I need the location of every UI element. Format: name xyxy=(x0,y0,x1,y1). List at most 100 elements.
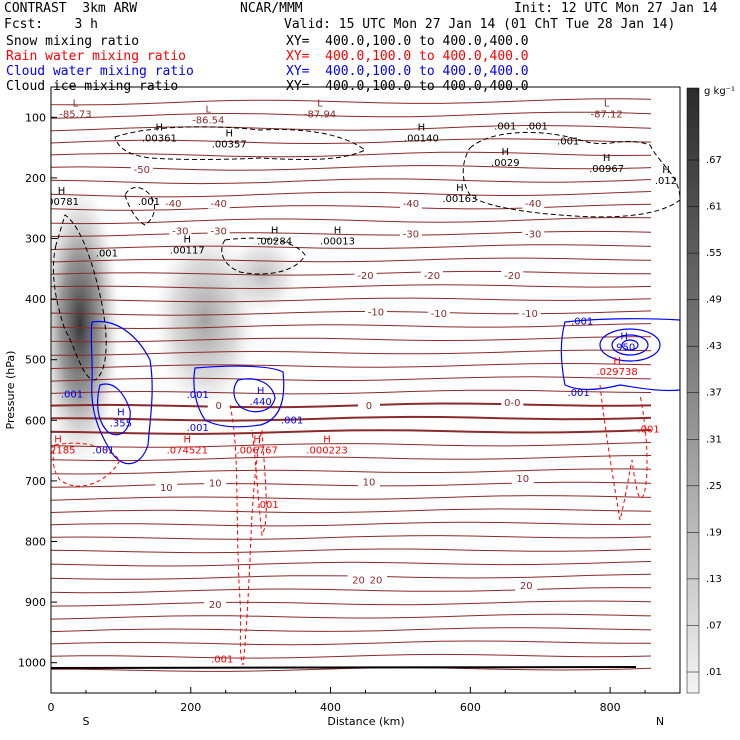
cloud-water-contour-right-core xyxy=(599,328,661,362)
isotherm-label-bg xyxy=(522,197,545,209)
contour-label: .001 xyxy=(494,121,516,132)
extremum-marker: L xyxy=(317,98,323,109)
extremum-marker: H xyxy=(323,435,331,446)
isotherm-label-bg xyxy=(515,580,538,592)
isotherm-line xyxy=(51,310,652,316)
extremum-value: .0029 xyxy=(491,158,520,169)
extremum-value: -87.12 xyxy=(590,109,622,120)
isotherm-label-bg xyxy=(354,269,377,281)
extremum-marker: H xyxy=(456,183,464,194)
isotherm-line xyxy=(51,481,652,488)
isotherm-label-bg xyxy=(427,308,450,320)
contour-label: .001 xyxy=(61,389,83,400)
colorbar-label: .49 xyxy=(706,295,722,306)
isotherm-label: 20 xyxy=(520,581,533,592)
colorbar-label: .07 xyxy=(706,620,722,631)
extremum-marker: H xyxy=(271,226,279,237)
isotherm-line xyxy=(51,521,652,527)
colorbar-label: .55 xyxy=(706,248,722,259)
contour-label: .001 xyxy=(281,415,303,426)
extremum-value: .950 xyxy=(613,343,635,354)
isotherm-label-bg xyxy=(155,481,178,493)
extremum-marker: H xyxy=(613,356,621,367)
isotherm-line xyxy=(51,151,652,158)
colorbar-unit: g kg⁻¹ xyxy=(704,86,735,97)
y-tick-label: 100 xyxy=(25,111,46,124)
side-label-north: N xyxy=(656,715,664,728)
cloud-water-contour-left-inner xyxy=(97,383,131,436)
isotherm-line xyxy=(51,203,652,211)
isotherm-label-bg xyxy=(518,308,541,320)
extremum-value: .00284 xyxy=(257,237,292,248)
extremum-value: .074521 xyxy=(167,446,208,457)
cloud-water-contour-right-core-inner xyxy=(611,334,649,356)
extremum-marker: H xyxy=(334,226,342,237)
extremum-marker: H xyxy=(184,435,192,446)
extremum-value: .355 xyxy=(110,418,132,429)
extremum-value: .00967 xyxy=(589,164,624,175)
colorbar-label: .31 xyxy=(706,434,722,445)
isotherm-label-bg xyxy=(357,400,380,412)
colorbar-label: .61 xyxy=(706,202,722,213)
isotherm-line xyxy=(51,216,652,225)
isotherm-label-bg xyxy=(522,228,545,240)
isotherm-label: 0 xyxy=(216,401,222,412)
isotherm-label-bg xyxy=(130,163,153,175)
x-tick-label: 200 xyxy=(180,701,201,714)
rain-contour-center xyxy=(229,404,267,666)
y-tick-label: 500 xyxy=(25,354,46,367)
extremum-marker: H xyxy=(117,407,125,418)
colorbar-label: .13 xyxy=(706,574,722,585)
isotherm-label: -40 xyxy=(165,199,181,210)
isotherm-line xyxy=(51,667,652,672)
x-axis-label: Distance (km) xyxy=(327,715,404,728)
isotherm-label-bg xyxy=(204,598,227,610)
snow-shading-main xyxy=(51,185,120,465)
isotherm-label: -30 xyxy=(211,227,227,238)
isotherm-line xyxy=(51,138,652,145)
colorbar-label: .01 xyxy=(706,667,722,678)
isotherm-line xyxy=(51,244,652,251)
extremum-marker: L xyxy=(604,98,610,109)
isotherm-line xyxy=(51,402,652,409)
y-tick-label: 200 xyxy=(25,172,46,185)
isotherm-label-bg xyxy=(169,225,192,237)
colorbar-label: .43 xyxy=(706,341,722,352)
isotherm-label: 20 xyxy=(209,600,222,611)
extremum-marker: H xyxy=(502,147,510,158)
mixing-ratio-contours xyxy=(52,126,680,666)
isotherm-label: 0 xyxy=(366,401,372,412)
extremum-value: .440 xyxy=(250,397,272,408)
isotherm-label: -40 xyxy=(211,199,227,210)
isotherm-line xyxy=(51,297,652,303)
legend-rain-xy: XY= 400.0,100.0 to 400.0,400.0 xyxy=(286,49,529,64)
y-axis-label: Pressure (hPa) xyxy=(4,351,17,430)
isotherm-label: -20 xyxy=(424,271,440,282)
isotherm-label: -30 xyxy=(403,230,419,241)
extremum-value: .029738 xyxy=(596,367,637,378)
extremum-marker: H xyxy=(418,123,426,134)
extremum-value: .00163 xyxy=(442,194,477,205)
y-tick-label: 600 xyxy=(25,414,46,427)
valid-time: Valid: 15 UTC Mon 27 Jan 14 (01 ChT Tue … xyxy=(284,17,676,32)
extremum-marker: L xyxy=(205,104,211,115)
isotherm-line xyxy=(51,613,652,620)
isotherm-line xyxy=(51,587,652,594)
y-tick-label: 1000 xyxy=(18,657,46,670)
extremum-value: -85.73 xyxy=(59,109,91,120)
isotherm-line xyxy=(51,111,652,119)
cloud-water-contour-right xyxy=(560,318,680,392)
isotherm-label: -40 xyxy=(403,199,419,210)
isotherm-label-bg xyxy=(207,197,230,209)
isotherm-line xyxy=(51,455,652,462)
snow-contour-center xyxy=(221,237,306,275)
isotherm-label-bg xyxy=(204,477,227,489)
isotherm-label: -10 xyxy=(431,309,447,320)
extremum-marker: H xyxy=(620,332,628,343)
isotherm-label: 10 xyxy=(363,478,376,489)
extremum-value: .00361 xyxy=(142,134,177,145)
contour-label: .001 xyxy=(138,197,160,208)
extremum-marker: H xyxy=(156,123,164,134)
isotherm-label-bg xyxy=(207,400,230,412)
isotherm-line xyxy=(51,165,652,171)
